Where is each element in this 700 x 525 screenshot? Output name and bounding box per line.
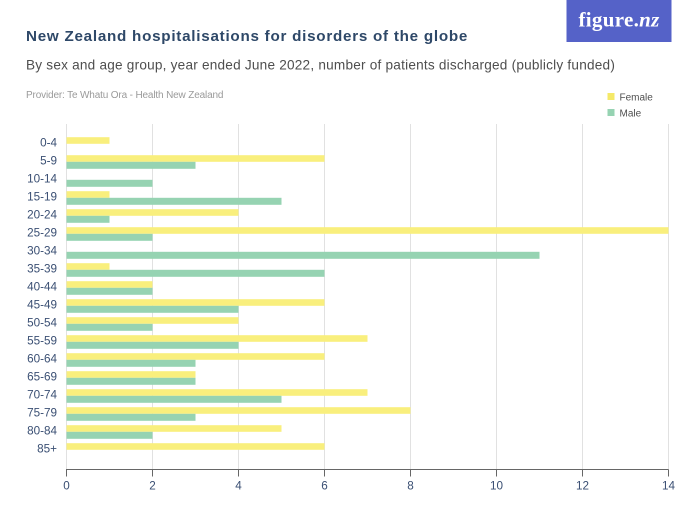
svg-text:14: 14 [662,480,676,493]
svg-text:figure.nz: figure.nz [579,8,661,32]
svg-text:4: 4 [235,480,242,493]
svg-text:5-9: 5-9 [40,154,57,167]
svg-text:65-69: 65-69 [27,370,57,383]
svg-text:50-54: 50-54 [27,316,57,329]
svg-text:20-24: 20-24 [27,208,57,221]
svg-text:30-34: 30-34 [27,244,57,257]
svg-text:8: 8 [407,480,414,493]
svg-text:60-64: 60-64 [27,352,57,365]
svg-text:35-39: 35-39 [27,262,57,275]
svg-text:40-44: 40-44 [27,280,57,293]
svg-text:By sex and age group, year end: By sex and age group, year ended June 20… [26,58,615,73]
svg-text:Provider: Te Whatu Ora - Healt: Provider: Te Whatu Ora - Health New Zeal… [26,90,223,101]
svg-text:85+: 85+ [37,442,57,455]
svg-text:6: 6 [321,480,328,493]
svg-text:12: 12 [576,480,589,493]
svg-text:Male: Male [620,108,642,119]
svg-text:2: 2 [149,480,156,493]
svg-text:0-4: 0-4 [40,136,57,149]
svg-text:0: 0 [63,480,70,493]
svg-text:15-19: 15-19 [27,190,57,203]
svg-text:10: 10 [490,480,504,493]
svg-text:80-84: 80-84 [27,424,57,437]
svg-text:25-29: 25-29 [27,226,57,239]
svg-text:55-59: 55-59 [27,334,57,347]
svg-text:70-74: 70-74 [27,388,57,401]
svg-text:Female: Female [620,92,654,103]
svg-text:75-79: 75-79 [27,406,57,419]
svg-text:45-49: 45-49 [27,298,57,311]
svg-text:10-14: 10-14 [27,172,57,185]
svg-text:New Zealand hospitalisations f: New Zealand hospitalisations for disorde… [26,28,468,45]
